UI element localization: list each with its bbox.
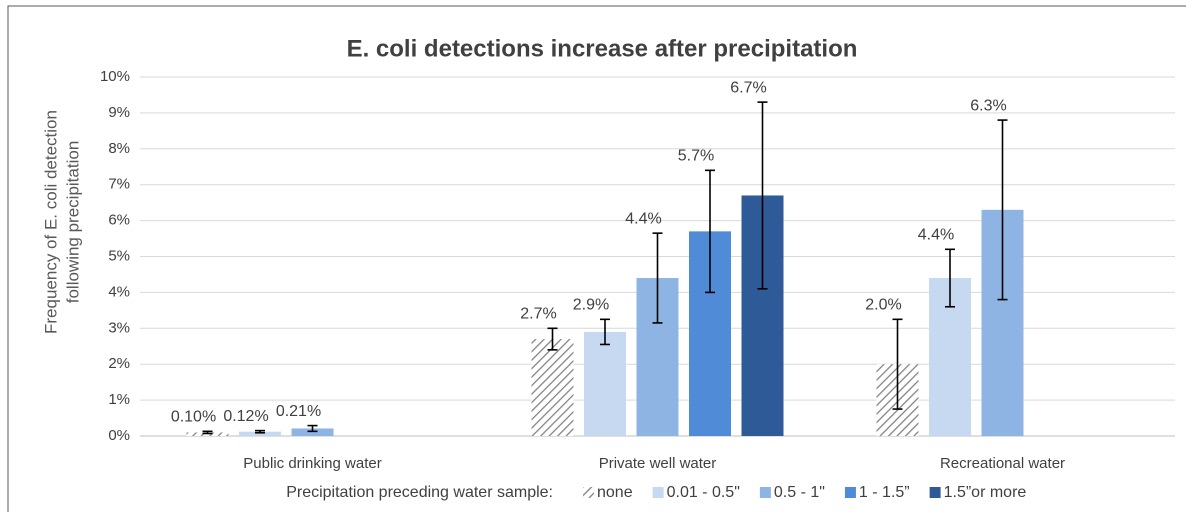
legend-label: none: [597, 484, 633, 501]
data-label: 0.21%: [276, 403, 321, 420]
y-tick-label: 3%: [108, 319, 130, 336]
legend-label: 1 - 1.5”: [859, 484, 910, 501]
bar: [531, 339, 574, 436]
x-tick-label: Recreational water: [940, 455, 1065, 472]
chart-title: E. coli detections increase after precip…: [347, 35, 858, 62]
x-tick-label: Public drinking water: [243, 455, 381, 472]
data-label: 0.10%: [171, 409, 216, 426]
y-tick-label: 6%: [108, 212, 130, 229]
legend-label: 0.5 - 1": [774, 484, 825, 501]
legend-swatch: [652, 487, 664, 498]
data-label: 5.7%: [678, 148, 714, 165]
bar: [584, 331, 626, 436]
legend-label: 1.5”or more: [944, 484, 1027, 501]
bar: [239, 431, 281, 436]
data-label: 6.7%: [730, 79, 766, 96]
data-label: 2.7%: [520, 306, 556, 323]
legend-label: 0.01 - 0.5": [667, 484, 740, 501]
y-axis-label: Frequency of E. coli detection following…: [41, 110, 82, 334]
data-label: 4.4%: [625, 210, 661, 227]
y-tick-label: 1%: [108, 391, 130, 408]
data-label: 6.3%: [970, 97, 1006, 114]
legend-swatch: [929, 487, 941, 498]
y-tick-label: 2%: [108, 355, 130, 372]
y-axis-label-line: following precipitation: [63, 141, 82, 304]
y-axis-label-line: Frequency of E. coli detection: [41, 110, 60, 334]
legend-title: Precipitation preceding water sample:: [286, 484, 553, 501]
chart-frame: [7, 5, 1186, 512]
y-tick-label: 7%: [108, 176, 130, 193]
y-tick-label: 4%: [108, 283, 130, 300]
y-tick-label: 10%: [100, 68, 130, 85]
data-label: 4.4%: [918, 227, 954, 244]
legend-swatch: [759, 487, 771, 498]
y-tick-label: 5%: [108, 247, 130, 264]
y-tick-label: 8%: [108, 140, 130, 157]
data-label: 2.9%: [573, 297, 609, 314]
data-label: 2.0%: [865, 297, 901, 314]
bar: [291, 428, 334, 436]
y-tick-label: 0%: [108, 427, 130, 444]
legend-swatch: [844, 487, 856, 498]
data-label: 0.12%: [223, 408, 268, 425]
legend-swatch: [583, 487, 594, 498]
x-tick-label: Private well water: [599, 455, 717, 472]
y-tick-label: 9%: [108, 104, 130, 121]
